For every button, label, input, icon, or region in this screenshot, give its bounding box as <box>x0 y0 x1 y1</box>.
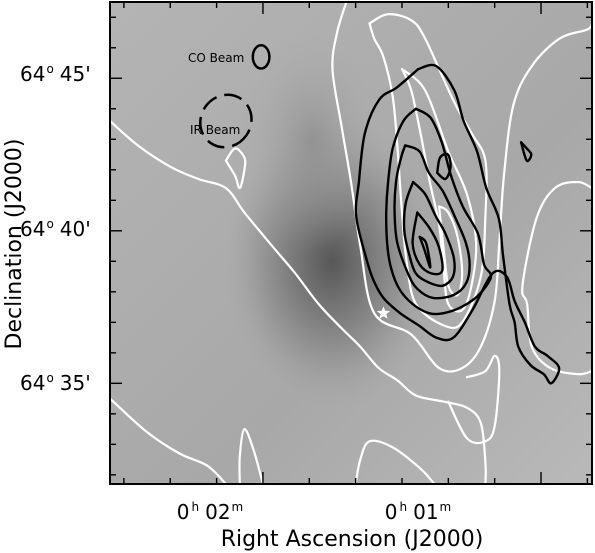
ir-contour-3 <box>354 439 436 484</box>
co-contour-3 <box>402 180 456 288</box>
ir-contour-0 <box>110 119 487 484</box>
beams <box>199 44 271 149</box>
x-tick-label-0: 0 h 02m <box>177 500 244 524</box>
ir-contour-5 <box>368 13 488 330</box>
y-axis-title: Declination (J2000) <box>2 139 27 350</box>
star-icon <box>376 306 391 319</box>
y-tick-labels: 64o 45' 64o 40' 64o 35' <box>20 62 91 395</box>
co-contour-1 <box>384 107 493 316</box>
ir-contours <box>110 2 592 484</box>
x-tick-labels: 0 h 02m 0 h 01m <box>177 500 452 524</box>
co-contour-6 <box>436 152 452 181</box>
ir-contour-8 <box>224 147 247 190</box>
co-beam-label: CO Beam <box>188 51 244 65</box>
co-contour-0 <box>354 63 561 385</box>
y-tick-label-2: 64o 35' <box>20 371 91 395</box>
intensity-ridge <box>242 30 382 250</box>
ir-contour-7 <box>438 205 464 297</box>
ir-contour-1 <box>110 397 227 484</box>
co-contour-2 <box>393 144 471 300</box>
ir-contour-4 <box>331 2 592 373</box>
ir-contour-9 <box>521 180 592 376</box>
ir-contour-6 <box>400 68 478 313</box>
ir-contour-10 <box>447 354 501 445</box>
co-contour-5 <box>418 235 432 269</box>
ir-contour-2 <box>238 427 264 484</box>
plot-area <box>110 2 592 484</box>
co-contour-7 <box>519 141 533 163</box>
x-tick-label-1: 0 h 01m <box>385 500 452 524</box>
ir-beam-label: IR Beam <box>190 123 240 137</box>
co-contour-4 <box>411 211 444 276</box>
plot-frame <box>109 1 593 485</box>
star-marker <box>376 306 391 319</box>
y-ticks <box>110 16 592 476</box>
x-axis-title: Right Ascension (J2000) <box>221 527 484 552</box>
ir-beam-ellipse <box>199 93 253 149</box>
y-tick-label-0: 64o 45' <box>20 62 91 86</box>
x-ticks <box>123 2 589 484</box>
co-beam-ellipse <box>251 44 271 70</box>
y-tick-label-1: 64o 40' <box>20 217 91 241</box>
co-contours <box>354 63 561 385</box>
